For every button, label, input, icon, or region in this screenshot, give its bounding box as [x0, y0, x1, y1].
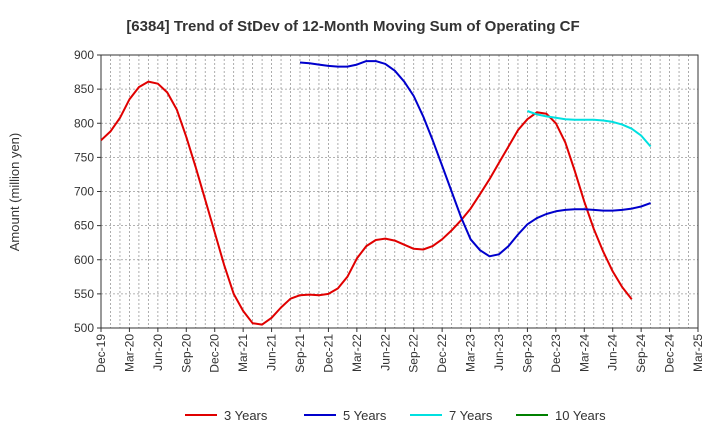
x-tick-label: Dec-19 — [94, 334, 108, 373]
x-tick-label: Mar-20 — [122, 334, 136, 372]
y-tick-label: 700 — [74, 185, 94, 199]
x-tick-label: Mar-24 — [577, 334, 591, 372]
y-tick-label: 800 — [74, 116, 94, 130]
y-tick-label: 550 — [74, 287, 94, 301]
series-line-3-years — [100, 80, 633, 326]
legend-label: 7 Years — [449, 408, 493, 423]
legend-label: 5 Years — [343, 408, 387, 423]
x-tick-label: Dec-22 — [435, 334, 449, 373]
x-tick-label: Jun-24 — [606, 334, 620, 371]
y-tick-label: 500 — [74, 321, 94, 335]
x-tick-label: Jun-23 — [492, 334, 506, 371]
series-lines — [100, 60, 652, 326]
series-line-5-years — [299, 60, 651, 258]
x-tick-label: Dec-21 — [321, 334, 335, 373]
y-axis: 500 550 600 650 700 750 800 850 900 — [74, 48, 101, 335]
y-tick-label: 600 — [74, 253, 94, 267]
legend-label: 10 Years — [555, 408, 606, 423]
x-tick-label: Jun-20 — [151, 334, 165, 371]
x-tick-label: Mar-25 — [691, 334, 705, 372]
x-tick-label: Mar-22 — [350, 334, 364, 372]
x-tick-label: Sep-20 — [179, 334, 193, 373]
x-tick-label: Dec-23 — [549, 334, 563, 373]
y-tick-label: 900 — [74, 48, 94, 62]
legend: 3 Years 5 Years 7 Years 10 Years — [185, 408, 606, 423]
x-tick-label: Mar-23 — [464, 334, 478, 372]
x-axis: Dec-19 Mar-20 Jun-20 Sep-20 Dec-20 Mar-21 Jun-… — [94, 328, 705, 373]
x-tick-label: Sep-24 — [634, 334, 648, 373]
x-tick-label: Mar-21 — [236, 334, 250, 372]
x-tick-label: Jun-21 — [265, 334, 279, 371]
y-tick-label: 650 — [74, 219, 94, 233]
y-tick-label: 850 — [74, 82, 94, 96]
series-line-7-years — [527, 110, 652, 148]
x-tick-label: Jun-22 — [378, 334, 392, 371]
y-axis-label: Amount (million yen) — [7, 133, 22, 252]
x-tick-label: Dec-24 — [663, 334, 677, 373]
x-tick-label: Sep-22 — [407, 334, 421, 373]
grid — [101, 54, 698, 329]
x-tick-label: Sep-23 — [520, 334, 534, 373]
legend-label: 3 Years — [224, 408, 268, 423]
chart-title: [6384] Trend of StDev of 12-Month Moving… — [126, 18, 579, 35]
y-tick-label: 750 — [74, 150, 94, 164]
x-tick-label: Sep-21 — [293, 334, 307, 373]
x-tick-label: Dec-20 — [208, 334, 222, 373]
